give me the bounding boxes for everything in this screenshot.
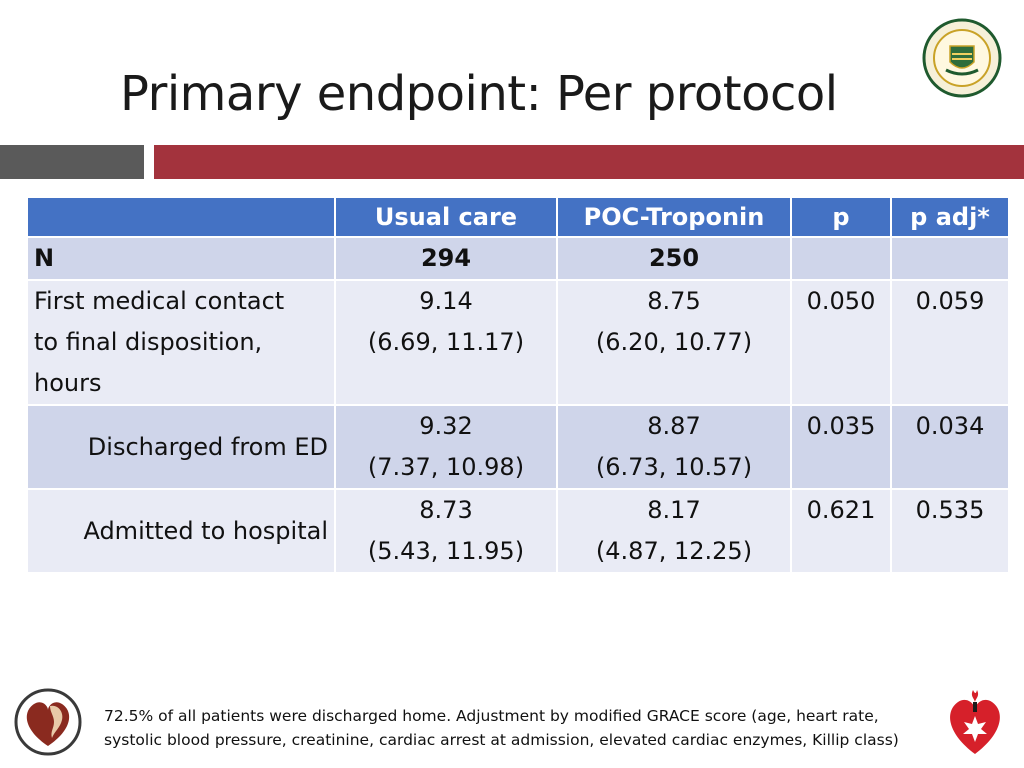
cell-poc-troponin: 8.87 (6.73, 10.57) — [558, 406, 790, 488]
results-table: Usual care POC-Troponin p p adj* N 294 2… — [26, 196, 1010, 574]
cell-poc-troponin: 8.75 (6.20, 10.77) — [558, 281, 790, 404]
heart-profile-logo-icon — [14, 688, 82, 756]
title-divider-red — [154, 145, 1024, 179]
university-seal-icon — [922, 18, 1002, 98]
header-poc-troponin: POC-Troponin — [558, 198, 790, 236]
cell-poc-troponin: 8.17 (4.87, 12.25) — [558, 490, 790, 572]
cell-p: 0.035 — [792, 406, 890, 488]
table-row: N 294 250 — [28, 238, 1008, 279]
row-label: Admitted to hospital — [28, 490, 334, 572]
cell-p-adj — [892, 238, 1008, 279]
cell-usual-care: 294 — [336, 238, 556, 279]
cell-p-adj: 0.535 — [892, 490, 1008, 572]
header-blank — [28, 198, 334, 236]
cell-p: 0.621 — [792, 490, 890, 572]
row-label: N — [28, 238, 334, 279]
cell-p-adj: 0.059 — [892, 281, 1008, 404]
row-label: Discharged from ED — [28, 406, 334, 488]
cell-poc-troponin: 250 — [558, 238, 790, 279]
table-header-row: Usual care POC-Troponin p p adj* — [28, 198, 1008, 236]
table-row: Discharged from ED 9.32 (7.37, 10.98) 8.… — [28, 406, 1008, 488]
header-p-adj: p adj* — [892, 198, 1008, 236]
header-p: p — [792, 198, 890, 236]
cell-p-adj: 0.034 — [892, 406, 1008, 488]
row-label: First medical contact to final dispositi… — [28, 281, 334, 404]
table-row: First medical contact to final dispositi… — [28, 281, 1008, 404]
cell-p — [792, 238, 890, 279]
table-row: Admitted to hospital 8.73 (5.43, 11.95) … — [28, 490, 1008, 572]
cell-usual-care: 8.73 (5.43, 11.95) — [336, 490, 556, 572]
cell-usual-care: 9.32 (7.37, 10.98) — [336, 406, 556, 488]
slide-title: Primary endpoint: Per protocol — [120, 66, 838, 122]
footnote: 72.5% of all patients were discharged ho… — [104, 707, 899, 749]
header-usual-care: Usual care — [336, 198, 556, 236]
heart-torch-logo-icon — [950, 690, 1000, 754]
cell-usual-care: 9.14 (6.69, 11.17) — [336, 281, 556, 404]
cell-p: 0.050 — [792, 281, 890, 404]
title-divider-gray — [0, 145, 144, 179]
